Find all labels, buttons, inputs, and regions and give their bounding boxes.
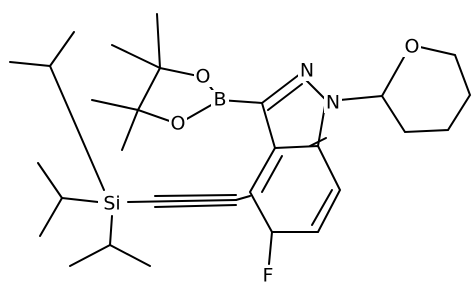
- bond: [261, 155, 283, 193]
- bond: [61, 197, 99, 203]
- bond: [309, 137, 327, 147]
- bond: [109, 244, 151, 267]
- bond: [69, 244, 111, 267]
- bond: [9, 61, 51, 67]
- bond: [381, 46, 472, 134]
- atom-label: N: [300, 60, 314, 82]
- bond: [311, 189, 333, 226]
- atom-label: F: [263, 265, 274, 287]
- bond: [261, 73, 301, 104]
- bond: [339, 95, 383, 101]
- bond: [381, 56, 405, 97]
- bond: [267, 83, 303, 111]
- bonds: [9, 13, 472, 267]
- bond: [261, 102, 276, 149]
- bond: [37, 162, 63, 199]
- bond: [248, 144, 342, 233]
- bond: [127, 199, 237, 203]
- bond: [49, 65, 105, 191]
- bond: [154, 204, 237, 208]
- bond: [49, 31, 75, 67]
- atom-label: B: [213, 89, 226, 111]
- bond: [154, 194, 237, 197]
- atom-label: Si: [103, 193, 120, 215]
- atom-label: O: [405, 36, 420, 58]
- bond: [235, 195, 251, 201]
- bond: [268, 231, 273, 265]
- bond: [91, 99, 139, 111]
- bond: [111, 44, 161, 69]
- atom-labels: O O B N N O Si F: [98, 36, 421, 287]
- bond: [121, 109, 139, 151]
- atom-label: O: [171, 113, 186, 135]
- bond: [109, 215, 113, 246]
- bond: [156, 13, 161, 69]
- atom-label: O: [196, 66, 211, 88]
- atom-label: N: [326, 92, 340, 114]
- bond: [39, 197, 63, 237]
